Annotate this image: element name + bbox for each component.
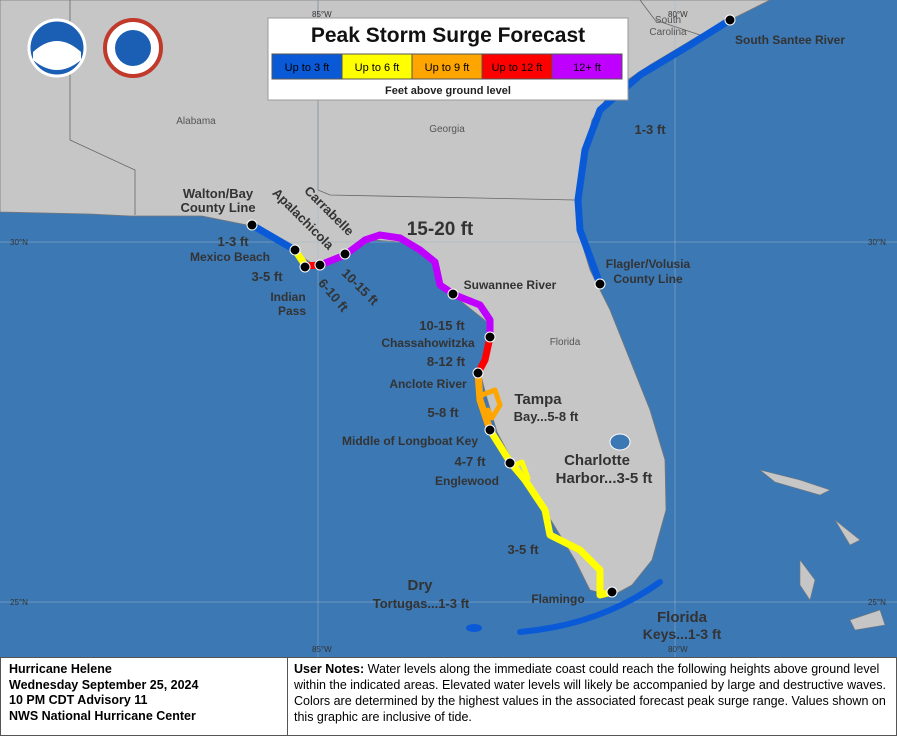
surge-segment [486, 426, 616, 599]
notes: User Notes: Water levels along the immed… [288, 658, 896, 735]
map-label: Tampa [514, 391, 562, 408]
grid-label: 25°N [868, 598, 886, 607]
legend-label: Up to 6 ft [355, 62, 400, 74]
legend-label: Up to 12 ft [492, 62, 543, 74]
map-label: Englewood [435, 474, 499, 488]
grid-labels: 85°W 80°W 30°N 30°N 25°N 25°N 85°W 80°W [10, 10, 886, 654]
legend-swatch [411, 53, 483, 80]
surge-segment [517, 579, 663, 635]
map-label: Charlotte [564, 452, 630, 469]
point [484, 331, 496, 343]
surge-segment [466, 624, 482, 632]
map-label: County Line [180, 200, 255, 215]
point [606, 586, 618, 598]
map-label: Middle of Longboat Key [342, 434, 478, 448]
point [594, 278, 606, 290]
map-label: Dry [407, 577, 433, 594]
map-label: Anclote River [389, 377, 467, 391]
surge-segment [474, 369, 494, 434]
map-label: 3-5 ft [507, 542, 539, 557]
legend-swatch [341, 53, 413, 80]
info: Hurricane Helene Wednesday September 25,… [1, 658, 288, 735]
surge-segment [512, 459, 531, 481]
state-label: Florida [550, 337, 581, 348]
map-label: 1-3 ft [634, 122, 666, 137]
noaa-logo-wave [33, 41, 81, 70]
point [504, 457, 516, 469]
point [484, 424, 496, 436]
map-label: 5-8 ft [427, 405, 459, 420]
grid-label: 30°N [868, 238, 886, 247]
point [289, 244, 301, 256]
map-label: South Santee River [735, 33, 845, 47]
legend-swatch [271, 53, 343, 80]
info-line: Hurricane Helene [9, 662, 112, 676]
surge-segment [574, 16, 734, 288]
map-label: 8-12 ft [427, 354, 466, 369]
surge-segment [316, 231, 494, 341]
legend-label: Up to 3 ft [285, 62, 330, 74]
map: 85°W 80°W 30°N 30°N 25°N 25°N 85°W 80°W … [0, 0, 897, 657]
point [472, 367, 484, 379]
notes-label: User Notes: [294, 662, 365, 676]
legend-swatch [551, 53, 623, 80]
points [246, 14, 736, 598]
map-label: Harbor...3-5 ft [556, 470, 653, 487]
point [314, 259, 326, 271]
state-label: Georgia [429, 124, 465, 135]
map-label: 1-3 ft [217, 234, 249, 249]
title: Peak Storm Surge Forecast [311, 24, 585, 47]
islands [759, 469, 886, 631]
map-label: Keys...1-3 ft [643, 626, 722, 642]
grid-label: 80°W [668, 645, 688, 654]
notes-text: Water levels along the immediate coast c… [294, 662, 886, 724]
grid-label: 85°W [312, 645, 332, 654]
legend-swatch [481, 53, 553, 80]
point [246, 219, 258, 231]
map-label: Florida [657, 609, 708, 626]
map-label: 4-7 ft [454, 454, 486, 469]
graticule [0, 0, 897, 657]
map-label: Bay...5-8 ft [514, 409, 579, 424]
lake-okeechobee [609, 433, 631, 451]
map-label: Chassahowitzka [381, 336, 475, 350]
point [299, 261, 311, 273]
info-line: Wednesday September 25, 2024 [9, 677, 199, 692]
grid-label: 30°N [10, 238, 28, 247]
point [339, 248, 351, 260]
footer: Hurricane Helene Wednesday September 25,… [0, 657, 897, 736]
grid-label: 25°N [10, 598, 28, 607]
nws-logo-inner [115, 30, 151, 66]
legend-label: Up to 9 ft [425, 62, 470, 74]
map-label: Mexico Beach [190, 250, 270, 264]
legend-label: 12+ ft [573, 62, 601, 74]
map-label: County Line [613, 272, 683, 286]
state-label: South [655, 15, 681, 26]
map-label: Tortugas...1-3 ft [373, 596, 470, 611]
surge-segment [248, 221, 299, 254]
map-label: Flagler/Volusia [606, 257, 691, 271]
state-label: Alabama [176, 116, 216, 127]
legend-box: Peak Storm Surge Forecast Feet above gro… [267, 17, 629, 101]
map-label: 10-15 ft [419, 318, 465, 333]
state-label: Carolina [649, 27, 687, 38]
map-label: 3-5 ft [251, 269, 283, 284]
surge-segment [479, 387, 503, 421]
map-label: Indian [270, 290, 305, 304]
point [447, 288, 459, 300]
grid-label: 80°W [668, 10, 688, 19]
map-label: Flamingo [531, 592, 584, 606]
map-label: 15-20 ft [407, 219, 474, 240]
point [724, 14, 736, 26]
logos [27, 18, 163, 78]
map-label: Pass [278, 304, 306, 318]
info-line: 10 PM CDT Advisory 11 [9, 693, 148, 707]
legend-caption: Feet above ground level [385, 85, 511, 97]
grid-label: 85°W [312, 10, 332, 19]
map-label: Suwannee River [464, 278, 557, 292]
info-line: NWS National Hurricane Center [9, 708, 196, 723]
map-label: Walton/Bay [183, 186, 254, 201]
